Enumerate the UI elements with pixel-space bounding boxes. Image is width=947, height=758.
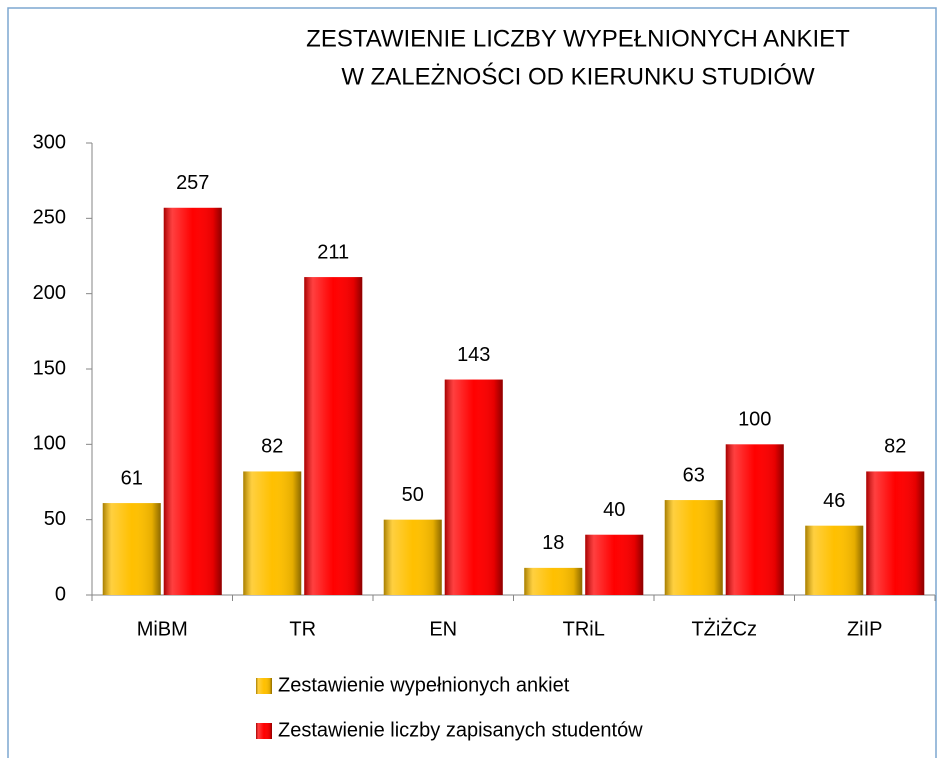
x-tick-label: TRiL [563, 618, 605, 640]
data-label: 18 [542, 532, 564, 554]
bar-shade [163, 207, 222, 595]
bar-shade [866, 471, 925, 595]
x-tick-label: TŻiŻCz [691, 617, 757, 640]
bar-shade [304, 277, 363, 595]
y-tick-label: 50 [44, 508, 66, 530]
legend-swatch-shade [256, 723, 272, 739]
bar-shade [444, 379, 503, 595]
legend-label: Zestawienie wypełnionych ankiet [278, 674, 570, 696]
chart-border [7, 7, 937, 758]
x-tick-label: ZiIP [847, 618, 883, 640]
data-label: 50 [402, 484, 424, 506]
y-tick-label: 100 [33, 433, 66, 455]
y-tick-label: 0 [55, 583, 66, 605]
data-label: 40 [603, 499, 625, 521]
y-tick-label: 200 [33, 282, 66, 304]
legend-label: Zestawienie liczby zapisanych studentów [278, 719, 643, 741]
x-tick-label: MiBM [137, 618, 188, 640]
chart-title: ZESTAWIENIE LICZBY WYPEŁNIONYCH ANKIET [306, 25, 850, 52]
legend-swatch-shade [256, 678, 272, 694]
data-label: 100 [738, 409, 771, 431]
data-label: 257 [176, 172, 209, 194]
x-tick-label: TR [289, 618, 316, 640]
data-label: 143 [457, 344, 490, 366]
bar-shade [243, 471, 302, 595]
bar-shade [524, 567, 583, 595]
y-tick-label: 150 [33, 357, 66, 379]
data-label: 211 [317, 241, 349, 263]
x-tick-label: EN [429, 618, 457, 640]
data-label: 82 [884, 436, 906, 458]
data-label: 63 [683, 464, 705, 486]
bar-shade [805, 525, 864, 595]
data-label: 46 [823, 490, 845, 512]
bar-shade [725, 444, 784, 595]
y-tick-label: 300 [33, 131, 66, 153]
chart-title: W ZALEŻNOŚCI OD KIERUNKU STUDIÓW [341, 62, 815, 90]
bar-shade [585, 534, 644, 595]
y-tick-label: 250 [33, 207, 66, 229]
bar-shade [383, 519, 442, 595]
bar-shade [102, 503, 161, 595]
bar-shade [664, 500, 723, 595]
data-label: 82 [261, 436, 283, 458]
data-label: 61 [121, 467, 143, 489]
